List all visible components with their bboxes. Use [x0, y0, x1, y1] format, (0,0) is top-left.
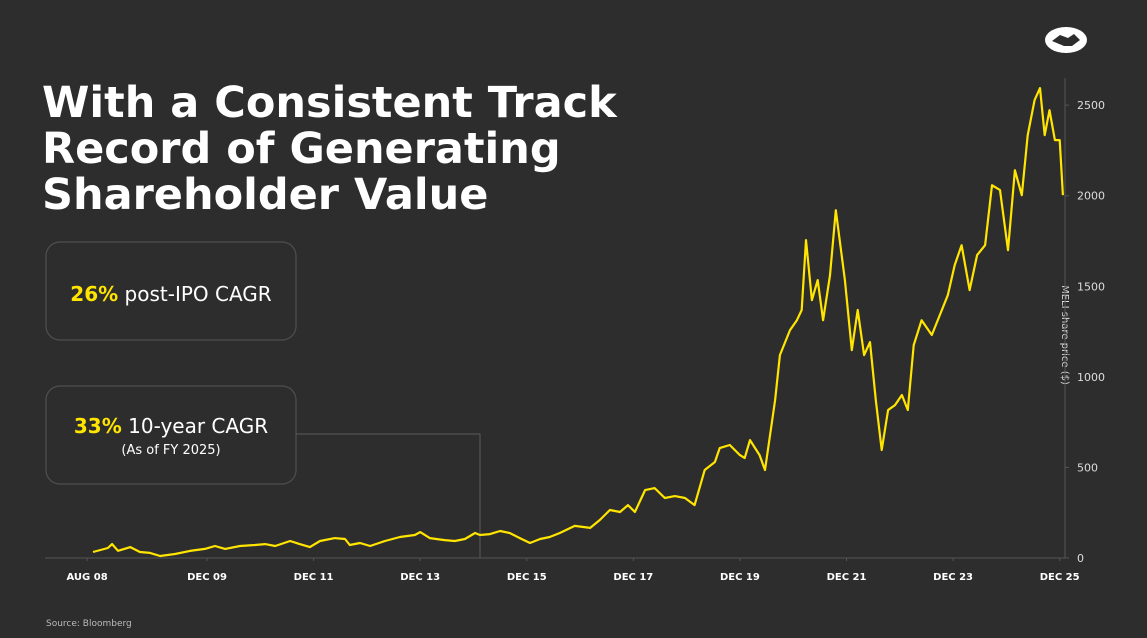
y-tick-label: 1500: [1077, 280, 1105, 293]
y-tick-label: 0: [1077, 552, 1084, 565]
annotation-note: (As of FY 2025): [121, 443, 220, 458]
annotation-text: post-IPO CAGR: [125, 282, 272, 306]
y-tick-label: 2000: [1077, 190, 1105, 203]
annotation: 26% post-IPO CAGR: [70, 282, 271, 306]
x-tick-label: DEC 17: [613, 572, 653, 583]
x-tick-label: DEC 09: [187, 572, 227, 583]
chart-title: With a Consistent Track: [42, 78, 618, 128]
x-tick-label: AUG 08: [67, 572, 108, 583]
x-tick-label: DEC 19: [720, 572, 760, 583]
x-tick-label: DEC 23: [933, 572, 973, 583]
y-tick-label: 2500: [1077, 99, 1105, 112]
source: Source: Bloomberg: [46, 619, 132, 629]
x-tick-label: DEC 11: [294, 572, 334, 583]
annotation-highlight: 33%: [74, 414, 122, 438]
x-tick-label: DEC 25: [1040, 572, 1080, 583]
chart-title: Record of Generating: [42, 124, 561, 174]
x-tick-label: DEC 15: [507, 572, 547, 583]
annotation-box: [45, 385, 297, 485]
annotation-text: 10-year CAGR: [128, 414, 268, 438]
x-tick-label: DEC 21: [827, 572, 867, 583]
annotation-box: [45, 241, 297, 341]
y-tick-label: 500: [1077, 461, 1098, 474]
annotation-highlight: 26%: [70, 282, 118, 306]
price-line: [92, 87, 1064, 558]
chart-title: Shareholder Value: [42, 170, 488, 220]
y-tick-label: 1000: [1077, 371, 1105, 384]
x-tick-label: DEC 13: [400, 572, 440, 583]
logo: [1045, 27, 1087, 53]
connector: [296, 433, 481, 558]
annotation: 33% 10-year CAGR: [74, 414, 268, 438]
